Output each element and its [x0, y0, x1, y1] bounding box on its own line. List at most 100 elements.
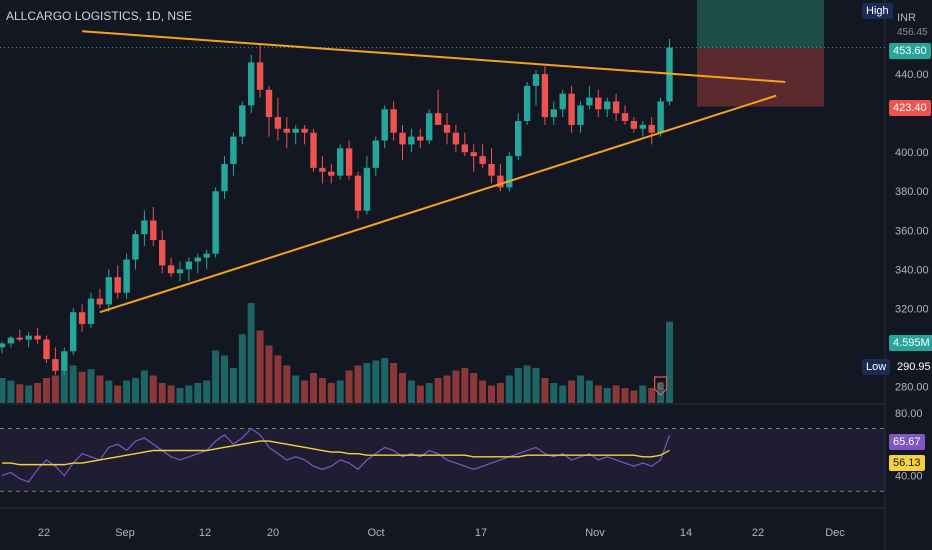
candle-body [87, 298, 95, 324]
candle-body [612, 101, 620, 114]
candle-body [96, 298, 104, 305]
low-label-badge: Low [862, 359, 891, 375]
candle-body [408, 136, 415, 145]
volume-bar [0, 378, 6, 403]
candle-body [52, 359, 59, 371]
candle-body [265, 89, 273, 118]
time-tick-label: 20 [267, 527, 279, 539]
volume-bar [577, 375, 584, 403]
volume-bar [327, 383, 335, 403]
candle-body [506, 156, 513, 188]
volume-bar [96, 375, 104, 403]
candle-body [568, 93, 575, 125]
candle-body [319, 167, 326, 172]
earnings-icon [654, 376, 668, 396]
volume-bar [194, 383, 202, 403]
price-tick-label: 280.00 [895, 381, 929, 393]
candle-body [586, 97, 593, 106]
volume-bar [310, 373, 317, 403]
price-tick-label: 400.00 [895, 147, 929, 159]
candle-body [390, 109, 397, 133]
candle-body [256, 62, 264, 90]
volume-bar [621, 388, 629, 403]
candle-body [150, 220, 157, 241]
symbol-title: ALLCARGO LOGISTICS, 1D, NSE [6, 9, 193, 23]
volume-bar [87, 369, 95, 403]
time-tick-label: 22 [752, 527, 764, 539]
time-tick-label: 17 [475, 527, 487, 539]
volume-bar [60, 370, 68, 403]
volume-value-badge: 4.595M [889, 335, 932, 351]
volume-bar [167, 385, 175, 403]
candle-body [550, 109, 557, 118]
volume-bar [541, 378, 549, 403]
rsi-tick-label: 80.00 [895, 408, 923, 420]
candle-body [105, 277, 112, 305]
volume-bar [7, 380, 15, 403]
rsi-ma-value-badge: 56.13 [889, 455, 925, 471]
candle-body [203, 253, 210, 258]
volume-bar [345, 370, 353, 403]
low-value-badge: 290.95 [897, 361, 931, 373]
volume-bar [114, 385, 122, 403]
candle-body [70, 312, 77, 352]
candle-body [497, 175, 504, 188]
candle-body [426, 113, 433, 141]
candle-body [345, 148, 353, 176]
volume-bar [34, 383, 42, 403]
candle-body [61, 351, 68, 371]
candle-body [212, 191, 219, 254]
candle-body [470, 152, 477, 157]
candle-body [443, 124, 451, 133]
volume-bar [399, 373, 406, 403]
candle-body [159, 240, 166, 266]
volume-bar [363, 363, 371, 403]
volume-bar [78, 371, 86, 403]
candle-body [595, 97, 602, 110]
time-tick-label: 22 [38, 527, 50, 539]
candle-body [381, 109, 388, 141]
candle-body [25, 335, 32, 340]
candle-body [452, 132, 460, 145]
candle-body [363, 167, 371, 211]
volume-bar [292, 375, 300, 403]
volume-bar [630, 390, 638, 403]
volume-bar [158, 383, 166, 403]
volume-bar [639, 385, 647, 403]
candle-body [372, 140, 379, 168]
volume-bar [69, 365, 77, 403]
volume-bar [43, 378, 50, 403]
volume-bar [381, 358, 389, 403]
earnings-icon-label: E [658, 381, 664, 391]
volume-bar [648, 388, 656, 403]
volume-bar [16, 384, 24, 403]
volume-bar [657, 383, 665, 403]
volume-bar [416, 385, 424, 403]
volume-bar [318, 378, 326, 403]
candle-body [123, 259, 130, 293]
trendline-upper [82, 30, 786, 83]
volume-bar [25, 385, 33, 403]
trendline-lower [99, 94, 777, 314]
price-tick-label: 320.00 [895, 303, 929, 315]
price-tick-label: 360.00 [895, 225, 929, 237]
volume-bar [407, 380, 415, 403]
time-tick-label: Sep [115, 527, 135, 539]
candle-body [176, 269, 184, 274]
stop-price-badge: 423.40 [889, 100, 931, 116]
volume-bar [212, 350, 220, 403]
volume-bar [523, 365, 531, 403]
candle-body [221, 163, 228, 192]
candle-body [141, 220, 148, 235]
candle-body [114, 277, 121, 293]
volume-bar [568, 380, 576, 403]
time-tick-label: Oct [367, 527, 384, 539]
high-value-badge: 456.45 [897, 27, 928, 38]
volume-bar [434, 378, 442, 403]
volume-bar [132, 378, 139, 403]
price-tick-label: 340.00 [895, 264, 929, 276]
time-tick-label: 12 [199, 527, 211, 539]
high-label-badge: High [862, 3, 893, 19]
volume-bar [221, 355, 228, 403]
